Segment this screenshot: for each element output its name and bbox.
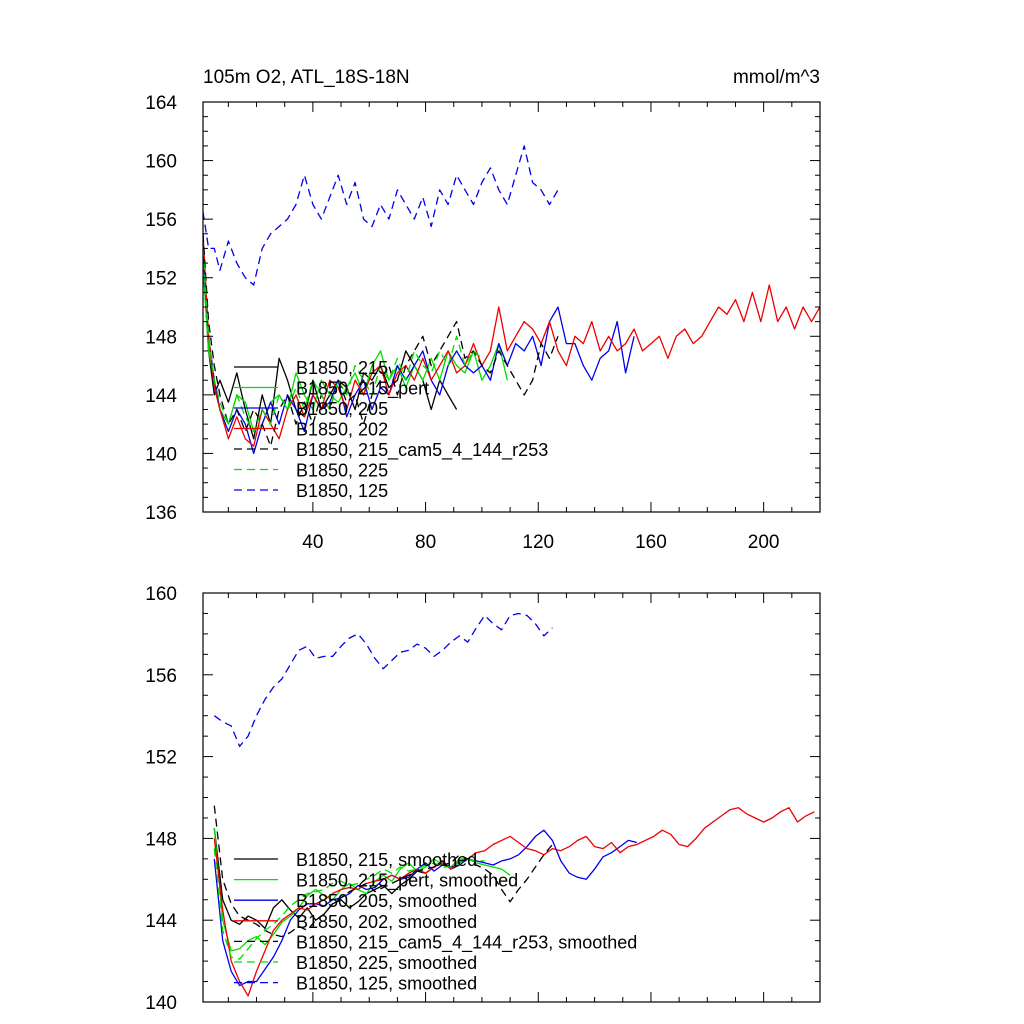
y-tick-label: 156 xyxy=(145,666,177,687)
legend-label: B1850, 125, smoothed xyxy=(296,974,477,994)
x-tick-label: 200 xyxy=(748,532,780,553)
series-line-3 xyxy=(213,807,815,997)
series-line-0 xyxy=(213,828,460,930)
x-tick-label: 120 xyxy=(522,532,554,553)
series-group xyxy=(213,612,815,997)
series-line-4 xyxy=(213,805,553,938)
y-tick-label: 148 xyxy=(145,327,177,348)
y-tick-label: 140 xyxy=(145,993,177,1014)
series-line-5 xyxy=(213,848,485,960)
legend-label: B1850, 205, smoothed xyxy=(296,891,477,911)
y-tick-label: 160 xyxy=(145,152,177,173)
y-tick-label: 152 xyxy=(145,748,177,769)
legend-label: B1850, 225, smoothed xyxy=(296,953,477,973)
series-line-2 xyxy=(203,248,635,455)
legend-label: B1850, 205 xyxy=(296,399,388,419)
chart-title: 105m O2, ATL_18S-18N xyxy=(203,67,410,88)
y-tick-label: 148 xyxy=(145,829,177,850)
legend-label: B1850, 215_cam5_4_144_r253, smoothed xyxy=(296,932,637,953)
legend-label: B1850, 215_pert xyxy=(296,379,429,400)
legend-label: B1850, 202, smoothed xyxy=(296,912,477,932)
legend-label: B1850, 225 xyxy=(296,461,388,481)
x-tick-label: 40 xyxy=(302,532,323,553)
legend-label: B1850, 215_pert, smoothed xyxy=(296,871,518,892)
y-tick-label: 136 xyxy=(145,503,177,524)
series-line-5 xyxy=(203,248,483,433)
series-line-2 xyxy=(213,829,638,987)
y-tick-label: 140 xyxy=(145,444,177,465)
x-tick-label: 80 xyxy=(415,532,436,553)
y-tick-label: 152 xyxy=(145,269,177,290)
legend-label: B1850, 215_cam5_4_144_r253 xyxy=(296,440,548,461)
y-tick-label: 164 xyxy=(145,93,177,114)
series-line-0 xyxy=(203,263,458,440)
series-line-3 xyxy=(203,233,820,447)
units-label: mmol/m^3 xyxy=(733,67,820,88)
y-tick-label: 144 xyxy=(145,386,177,407)
y-tick-label: 156 xyxy=(145,210,177,231)
top-panel: 40 80 120 160 200 136 140 144 148 152 156 160 164 105… xyxy=(145,67,821,553)
y-tick-label: 144 xyxy=(145,911,177,932)
legend-label: B1850, 202 xyxy=(296,420,388,440)
y-tick-label: 160 xyxy=(145,584,177,605)
legend-label: B1850, 215, smoothed xyxy=(296,850,477,870)
legend-label: B1850, 125 xyxy=(296,481,388,501)
series-line-6 xyxy=(213,612,553,748)
series-line-6 xyxy=(203,145,559,286)
series-group xyxy=(203,145,820,455)
legend-label: B1850, 215 xyxy=(296,358,388,378)
x-tick-label: 160 xyxy=(635,532,667,553)
series-line-1 xyxy=(213,828,511,952)
